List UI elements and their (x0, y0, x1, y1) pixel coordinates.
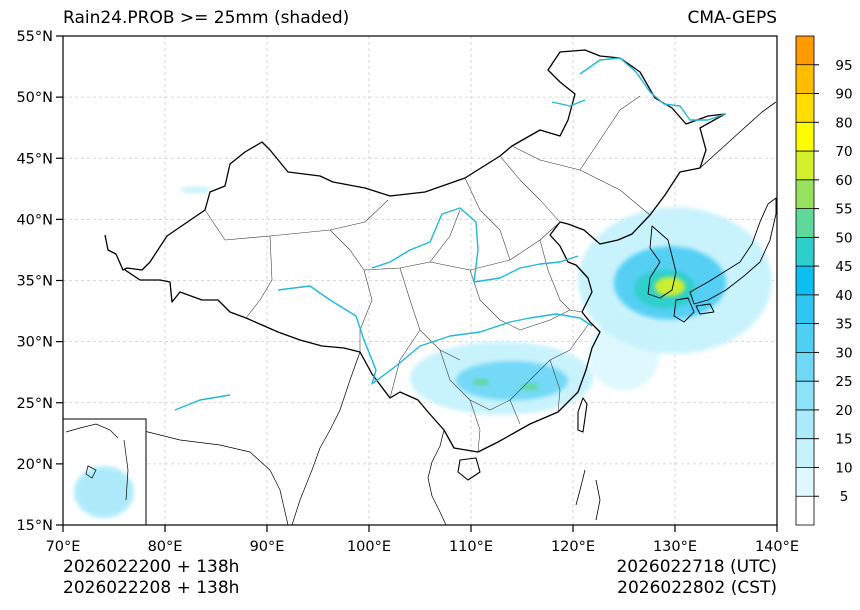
footer-valid-time-cst: 2026022802 (CST) (617, 578, 777, 598)
lon-tick-label: 80°E (148, 539, 183, 555)
japan-honshu (689, 197, 777, 305)
colorbar-swatch (796, 294, 814, 324)
colorbar-swatch (796, 151, 814, 180)
colorbar-label: 15 (835, 432, 852, 448)
colorbar-label: 70 (835, 144, 852, 160)
colorbar-label: 80 (835, 115, 852, 131)
songhua-river (551, 99, 586, 107)
colorbar-swatch (796, 93, 814, 123)
province-boundaries (204, 95, 651, 453)
prob-area-south-china-core (473, 378, 490, 386)
lon-tick-label: 100°E (347, 539, 391, 555)
lat-tick-label: 50°N (16, 90, 53, 106)
colorbar-swatch (796, 496, 814, 525)
prob-area-south-china-mid (455, 361, 568, 401)
colorbar-label: 5 (840, 489, 849, 505)
footer-init-time-utc: 2026022200 + 138h (63, 557, 240, 577)
colorbar-label: 60 (835, 173, 852, 189)
tarim-trace-river (174, 394, 231, 411)
lon-tick-label: 120°E (551, 539, 595, 555)
japan-kyushu (673, 297, 695, 323)
prob-area-south-china-core2 (520, 383, 540, 391)
inset-probability-shading (74, 466, 134, 518)
prob-area-inset-spot (74, 466, 134, 518)
korea-peninsula (647, 225, 677, 299)
colorbar: 5 10 15 20 25 30 35 40 45 50 55 60 70 80 90 95 (795, 35, 853, 526)
lon-tick-label: 140°E (755, 539, 799, 555)
colorbar-swatch (796, 467, 814, 497)
amur-river (579, 57, 726, 121)
map-axes: 70°E 80°E 90°E 100°E 110°E 120°E 130°E 140°E 15°… (16, 29, 799, 555)
colorbar-swatch (796, 36, 814, 65)
indochina-coast (427, 429, 447, 525)
colorbar-label: 30 (835, 345, 852, 361)
myanmar-border (291, 351, 361, 525)
colorbar-frame (795, 35, 815, 526)
inset-coast (65, 423, 129, 501)
yangtze-river (277, 285, 593, 385)
taiwan-island (577, 397, 588, 433)
lon-tick-label: 110°E (449, 539, 493, 555)
lon-tick-label: 70°E (46, 539, 81, 555)
colorbar-swatch (796, 122, 814, 152)
hainan-island (457, 457, 481, 481)
colorbar-label: 35 (835, 317, 852, 333)
lat-tick-label: 20°N (16, 457, 53, 473)
colorbar-swatch (796, 237, 814, 267)
colorbar-swatch (796, 438, 814, 468)
prob-area-tarim-trace (180, 186, 211, 194)
lat-tick-label: 15°N (16, 518, 53, 534)
colorbar-swatch (796, 381, 814, 410)
lat-tick-label: 55°N (16, 29, 53, 45)
lat-tick-label: 30°N (16, 335, 53, 351)
colorbar-label: 40 (835, 288, 852, 304)
footer-init-time-cst: 2026022208 + 138h (63, 578, 240, 598)
colorbar-label: 10 (835, 460, 852, 476)
geography (63, 49, 777, 525)
south-china-sea-inset (62, 418, 147, 526)
colorbar-swatch (796, 323, 814, 353)
colorbar-label: 25 (835, 374, 852, 390)
colorbar-label: 45 (835, 259, 852, 275)
yellow-river (371, 207, 579, 283)
chart-title-left: Rain24.PROB >= 25mm (shaded) (63, 8, 350, 28)
lat-tick-label: 45°N (16, 151, 53, 167)
russia-coast (699, 101, 777, 169)
prob-area-korea-japan-core (654, 276, 686, 297)
colorbar-label: 55 (835, 202, 852, 218)
colorbar-swatch (796, 266, 814, 295)
colorbar-swatch (796, 64, 814, 94)
lat-tick-label: 25°N (16, 396, 53, 412)
colorbar-label: 95 (835, 58, 852, 74)
lon-tick-label: 90°E (250, 539, 285, 555)
lat-tick-label: 35°N (16, 274, 53, 290)
japan-shikoku (695, 303, 715, 315)
colorbar-swatch (796, 409, 814, 439)
colorbar-swatch (796, 352, 814, 382)
philippines (575, 469, 601, 521)
colorbar-label: 90 (835, 87, 852, 103)
probability-shading (180, 186, 772, 415)
rivers (174, 57, 726, 411)
china-border (104, 49, 726, 453)
colorbar-swatch (796, 208, 814, 238)
footer-valid-time-utc: 2026022718 (UTC) (616, 557, 777, 577)
chart-title-right: CMA-GEPS (687, 8, 777, 28)
colorbar-label: 50 (835, 230, 852, 246)
colorbar-swatch (796, 179, 814, 209)
lon-tick-label: 130°E (653, 539, 697, 555)
colorbar-label: 20 (835, 403, 852, 419)
lat-tick-label: 40°N (16, 212, 53, 228)
